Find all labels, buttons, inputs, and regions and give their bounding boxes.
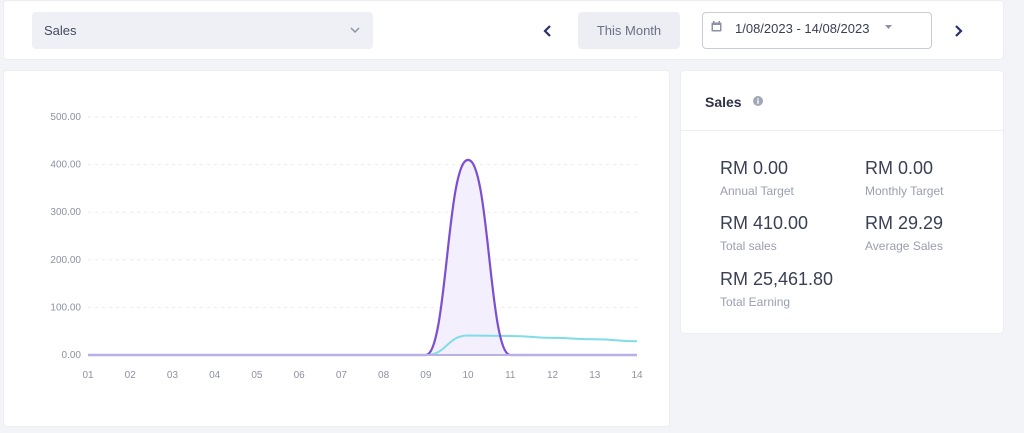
total-sales-stat: RM 410.00 Total sales [720, 213, 808, 253]
y-tick-label: 500.00 [50, 112, 81, 123]
x-tick-label: 06 [294, 370, 306, 381]
chevron-right-icon[interactable] [947, 20, 969, 42]
annual-target-stat: RM 0.00 Annual Target [720, 158, 794, 198]
x-tick-label: 12 [547, 370, 559, 381]
chevron-down-icon [350, 27, 360, 34]
chevron-left-icon[interactable] [537, 20, 559, 42]
stat-value: RM 410.00 [720, 213, 809, 233]
sales-chart-card: 500.00 400.00 300.00 200.00 100.00 0.00 01 02 03… [3, 70, 670, 427]
x-tick-label: 09 [420, 370, 432, 381]
date-range-picker[interactable]: 1/08/2023 - 14/08/2023 [702, 12, 932, 49]
x-tick-label: 05 [251, 370, 263, 381]
sales-summary-card: Sales RM 0.00 Annual Target RM 0.00 Mont… [680, 70, 1004, 334]
x-tick-label: 08 [378, 370, 390, 381]
sales-summary-header: Sales [681, 71, 1003, 131]
sales-summary-title: Sales [705, 94, 742, 110]
info-icon[interactable] [753, 96, 763, 106]
stat-value: RM 29.29 [865, 213, 944, 233]
stat-label: Total sales [720, 239, 777, 253]
x-tick-label: 10 [463, 370, 475, 381]
stat-value: RM 0.00 [865, 158, 934, 178]
stat-label: Average Sales [865, 239, 943, 253]
metric-select[interactable]: Sales [32, 12, 373, 49]
monthly-target-stat: RM 0.00 Monthly Target [865, 158, 944, 198]
calendar-icon [711, 21, 722, 32]
series-line-primary [88, 158, 637, 357]
y-tick-label: 100.00 [50, 302, 81, 313]
stat-label: Total Earning [720, 295, 791, 309]
this-month-button[interactable]: This Month [578, 12, 680, 49]
x-tick-label: 07 [336, 370, 348, 381]
y-tick-label: 300.00 [50, 207, 81, 218]
x-tick-label: 13 [589, 370, 601, 381]
x-tick-label: 11 [505, 370, 516, 381]
stat-value: RM 0.00 [720, 158, 789, 178]
stat-value: RM 25,461.80 [720, 269, 834, 289]
average-sales-stat: RM 29.29 Average Sales [865, 213, 943, 253]
x-tick-label: 14 [631, 370, 643, 381]
stat-label: Annual Target [720, 184, 794, 198]
series-area-fill [88, 159, 637, 355]
stat-label: Monthly Target [865, 184, 944, 198]
total-earning-stat: RM 25,461.80 Total Earning [720, 269, 833, 309]
date-range-text: 1/08/2023 - 14/08/2023 [735, 21, 870, 36]
toolbar: Sales This Month 1/08/2023 - 14/08/2023 [3, 0, 1004, 60]
series-line-secondary [88, 334, 638, 356]
x-tick-label: 04 [209, 370, 221, 381]
x-tick-label: 01 [82, 370, 94, 381]
x-tick-label: 02 [125, 370, 137, 381]
y-tick-label: 200.00 [50, 255, 81, 266]
y-tick-label: 0.00 [62, 350, 82, 361]
caret-down-icon [885, 25, 892, 29]
metric-select-label: Sales [44, 23, 77, 38]
y-tick-label: 400.00 [50, 160, 81, 171]
x-tick-label: 03 [167, 370, 179, 381]
